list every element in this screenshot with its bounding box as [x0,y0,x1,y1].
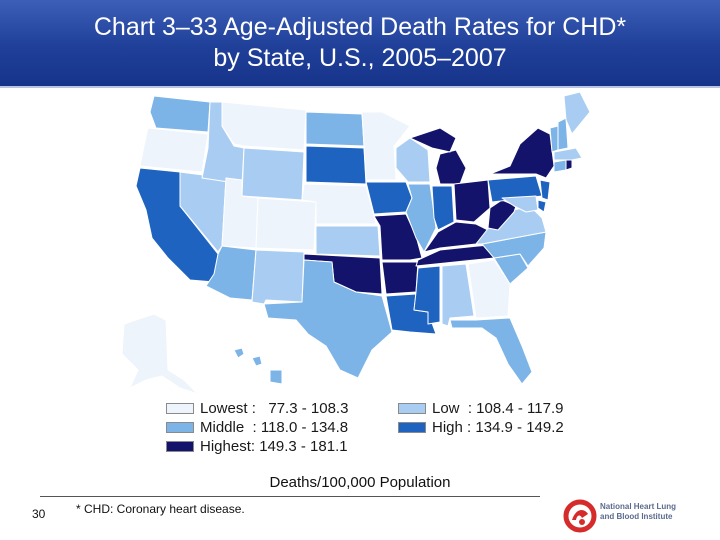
map-svg [121,91,591,395]
state-MA [553,147,583,161]
legend-swatch-high [398,422,426,433]
state-KS [315,225,381,257]
state-NE [301,183,377,225]
us-choropleth-map [110,88,610,398]
nhlbi-logo: National Heart Lung and Blood Institute [562,496,692,536]
legend-item-highest: Highest: 149.3 - 181.1 [166,438,348,455]
state-KY [423,221,489,253]
state-DE [537,199,547,213]
legend-label-low: Low : 108.4 - 117.9 [432,400,564,417]
state-CT [553,159,567,173]
state-NY [489,127,555,179]
slide-number: 30 [32,507,46,521]
state-IN [431,185,455,231]
state-ND [305,111,365,147]
state-AL [441,263,475,327]
state-VA [475,205,547,245]
title-line-2: by State, U.S., 2005–2007 [213,44,507,72]
nhlbi-logo-icon [563,499,597,533]
state-HI [233,347,283,385]
legend-swatch-middle [166,422,194,433]
state-IL [405,183,437,253]
legend-swatch-highest [166,441,194,452]
legend-label-highest: Highest: 149.3 - 181.1 [200,438,348,455]
state-AK [121,313,199,395]
state-AR [381,261,419,295]
state-MN [361,111,411,181]
state-SD [305,145,367,185]
state-OR [139,127,209,173]
footer-divider [40,496,540,497]
state-IA [365,181,413,215]
legend-item-middle: Middle : 118.0 - 134.8 [166,419,348,436]
state-MD [501,195,539,213]
state-GA [467,259,511,319]
state-OH [453,179,491,223]
state-MS [413,265,441,325]
legend-item-lowest: Lowest : 77.3 - 108.3 [166,400,348,417]
state-ME [563,91,591,135]
slide-title: Chart 3–33 Age-Adjusted Death Rates for … [20,12,700,74]
state-TX [263,259,393,379]
legend-swatch-lowest [166,403,194,414]
legend: Lowest : 77.3 - 108.3 Low : 108.4 - 117.… [160,400,600,460]
legend-swatch-low [398,403,426,414]
title-line-1: Chart 3–33 Age-Adjusted Death Rates for … [93,13,627,41]
state-FL [449,317,533,385]
state-WY [241,147,305,201]
state-MT [221,101,307,151]
legend-label-middle: Middle : 118.0 - 134.8 [200,419,349,436]
nhlbi-logo-text: National Heart Lung and Blood Institute [600,502,677,521]
title-bar: Chart 3–33 Age-Adjusted Death Rates for … [0,0,720,88]
state-CO [255,197,317,251]
state-RI [565,159,573,171]
state-WA [149,95,211,133]
state-NH [557,117,569,151]
footnote: * CHD: Coronary heart disease. [76,502,245,516]
state-VT [549,125,559,153]
legend-label-lowest: Lowest : 77.3 - 108.3 [200,400,349,417]
legend-label-high: High : 134.9 - 149.2 [432,419,564,436]
state-NM [251,249,305,305]
map-caption: Deaths/100,000 Population [269,474,451,491]
state-NJ [539,179,551,201]
legend-item-low: Low : 108.4 - 117.9 [398,400,563,417]
legend-item-high: High : 134.9 - 149.2 [398,419,564,436]
